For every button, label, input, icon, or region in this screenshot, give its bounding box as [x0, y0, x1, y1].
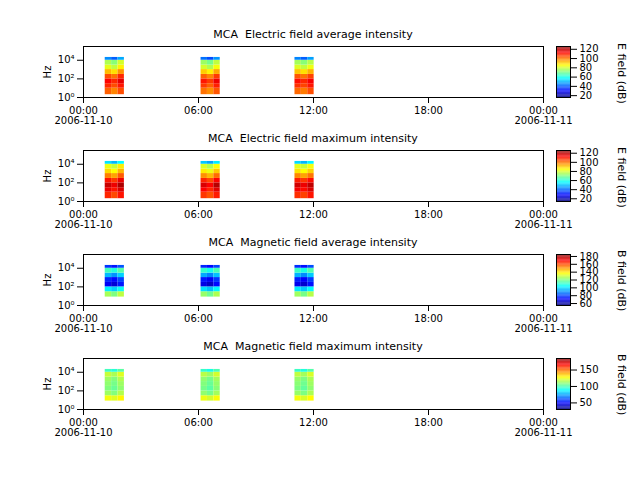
- svg-text:10²: 10²: [58, 177, 75, 188]
- html-text:MCA Magnetic field maximum int: MCA Magnetic field maximum intensity: [203, 340, 423, 353]
- svg-text:00:002006-11-11: 00:002006-11-11: [514, 417, 572, 438]
- svg-text:00:002006-11-11: 00:002006-11-11: [514, 209, 572, 230]
- svg-text:00:002006-11-11: 00:002006-11-11: [514, 313, 572, 334]
- svg-text:18:00: 18:00: [414, 313, 443, 324]
- svg-text:00:002006-11-10: 00:002006-11-10: [54, 417, 112, 438]
- svg-text:Hz: Hz: [42, 66, 53, 79]
- html-text:MCA Electric field maximum int: MCA Electric field maximum intensity: [208, 132, 418, 145]
- svg-text:160: 160: [579, 258, 599, 270]
- svg-text:18:00: 18:00: [414, 105, 443, 116]
- svg-text:120: 120: [580, 43, 599, 54]
- svg-text:60: 60: [579, 174, 593, 186]
- svg-text:12:00: 12:00: [299, 209, 328, 220]
- svg-text:150: 150: [580, 364, 599, 375]
- svg-text:06:00: 06:00: [184, 417, 213, 428]
- svg-text:10⁴: 10⁴: [58, 54, 75, 65]
- svg-text:06:00: 06:00: [184, 313, 213, 324]
- svg-text:100: 100: [579, 52, 599, 64]
- svg-text:12:00: 12:00: [299, 417, 328, 428]
- svg-text:10⁴: 10⁴: [58, 158, 75, 169]
- svg-text:80: 80: [579, 289, 593, 301]
- svg-text:18:00: 18:00: [414, 209, 443, 220]
- html-text:E field (dB): E field (dB): [614, 42, 628, 104]
- svg-text:12:00: 12:00: [299, 105, 328, 116]
- svg-text:120: 120: [580, 147, 599, 158]
- svg-text:50: 50: [580, 397, 593, 408]
- svg-text:06:00: 06:00: [184, 209, 213, 220]
- svg-text:140: 140: [579, 266, 599, 278]
- html-text:E field (dB): E field (dB): [614, 146, 628, 208]
- svg-text:00:002006-11-10: 00:002006-11-10: [54, 313, 112, 334]
- svg-text:18:00: 18:00: [414, 417, 443, 428]
- svg-text:80: 80: [579, 165, 593, 177]
- svg-text:60: 60: [579, 297, 593, 309]
- svg-text:00:002006-11-10: 00:002006-11-10: [54, 105, 112, 126]
- svg-text:20: 20: [579, 89, 593, 101]
- svg-text:100: 100: [580, 381, 599, 392]
- svg-text:10⁰: 10⁰: [58, 196, 75, 207]
- svg-text:10⁰: 10⁰: [58, 404, 75, 415]
- svg-text:Hz: Hz: [42, 170, 53, 183]
- svg-text:Hz: Hz: [42, 378, 53, 391]
- svg-text:Hz: Hz: [42, 274, 53, 287]
- html-text:B field (dB): B field (dB): [614, 250, 628, 312]
- svg-text:60: 60: [579, 71, 593, 83]
- svg-text:120: 120: [579, 274, 599, 286]
- svg-text:10⁴: 10⁴: [58, 366, 75, 377]
- svg-text:100: 100: [579, 156, 599, 168]
- svg-text:10⁴: 10⁴: [58, 262, 75, 273]
- svg-text:00:002006-11-10: 00:002006-11-10: [54, 209, 112, 230]
- html-text:MCA Magnetic field average int: MCA Magnetic field average intensity: [208, 236, 418, 249]
- svg-text:40: 40: [579, 80, 593, 92]
- svg-text:12:00: 12:00: [299, 313, 328, 324]
- svg-text:10²: 10²: [58, 385, 75, 396]
- svg-text:100: 100: [579, 282, 599, 293]
- svg-text:10⁰: 10⁰: [58, 92, 75, 103]
- svg-text:20: 20: [579, 193, 593, 204]
- html-text:B field (dB): B field (dB): [614, 354, 628, 416]
- html-text:MCA Electric field average int: MCA Electric field average intensity: [213, 28, 413, 41]
- svg-text:10⁰: 10⁰: [58, 300, 75, 311]
- svg-text:10²: 10²: [58, 281, 75, 292]
- svg-text:180: 180: [580, 251, 599, 262]
- svg-text:80: 80: [579, 62, 593, 73]
- svg-text:10²: 10²: [58, 73, 75, 84]
- svg-text:40: 40: [579, 183, 593, 195]
- svg-text:00:002006-11-11: 00:002006-11-11: [514, 105, 572, 126]
- svg-text:06:00: 06:00: [184, 105, 213, 116]
